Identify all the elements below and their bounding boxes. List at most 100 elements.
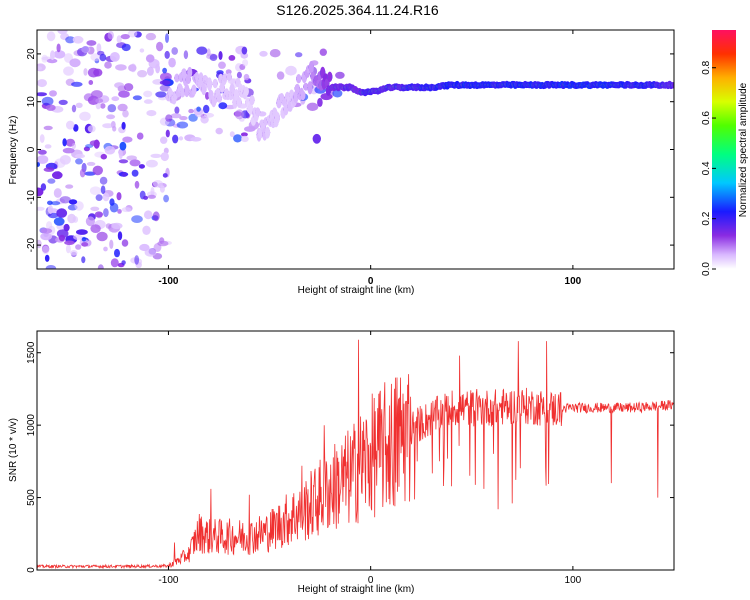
noise-blob [240, 132, 248, 137]
noise-blob [159, 80, 171, 86]
noise-blob [111, 222, 123, 230]
noise-blob [53, 217, 65, 226]
noise-blob [164, 50, 170, 59]
ridge-mark [243, 86, 249, 97]
noise-blob [119, 141, 127, 151]
noise-blob [152, 180, 163, 188]
noise-blob [139, 243, 150, 252]
noise-blob [122, 109, 129, 118]
noise-blob [168, 57, 176, 68]
noise-blob [58, 99, 68, 105]
noise-blob [259, 50, 268, 57]
ridge-mark [307, 81, 313, 95]
noise-blob [75, 158, 83, 165]
noise-blob [121, 239, 129, 247]
noise-blob [335, 71, 345, 79]
noise-blob [120, 34, 130, 40]
noise-blob [138, 164, 145, 169]
noise-blob [127, 30, 138, 38]
noise-blob [102, 123, 114, 129]
noise-blob [56, 208, 68, 218]
noise-blob [45, 265, 57, 269]
noise-blob [159, 185, 165, 193]
noise-blob [104, 61, 112, 69]
noise-blob [118, 149, 123, 160]
noise-blob [241, 46, 248, 55]
y-tick-label: 0 [26, 567, 37, 573]
noise-blob [312, 133, 321, 144]
noise-blob [218, 61, 226, 69]
noise-blob [236, 71, 242, 79]
noise-blob [156, 41, 164, 52]
noise-blob [68, 199, 78, 205]
noise-blob [244, 126, 256, 132]
noise-blob [228, 55, 236, 61]
ridge-mark [300, 90, 306, 101]
noise-blob [43, 167, 55, 172]
noise-blob [42, 245, 50, 255]
noise-blob [115, 64, 127, 71]
page-title: S126.2025.364.11.24.R16 [276, 2, 439, 18]
noise-blob [150, 153, 162, 158]
noise-blob [57, 30, 68, 35]
noise-blob [134, 255, 140, 265]
noise-blob [87, 125, 96, 133]
noise-blob [183, 50, 189, 60]
noise-blob [40, 183, 47, 191]
ridge-mark [206, 77, 213, 91]
noise-blob [203, 112, 215, 118]
noise-blob [44, 144, 52, 149]
noise-blob [107, 104, 117, 113]
noise-blob [147, 194, 156, 199]
noise-blob [117, 209, 122, 214]
noise-blob [65, 244, 71, 254]
noise-blob [95, 98, 104, 104]
noise-blob [170, 113, 182, 119]
noise-blob [143, 210, 153, 220]
noise-blob [62, 138, 67, 147]
noise-blob [205, 92, 210, 100]
noise-blob [74, 201, 84, 211]
noise-blob [50, 50, 55, 61]
ridge-mark [327, 71, 333, 83]
noise-blob [165, 33, 169, 43]
ridge-mark [247, 102, 254, 115]
noise-blob [89, 186, 102, 195]
noise-blob [317, 97, 323, 107]
spectrogram-marks [37, 30, 674, 269]
x-tick-label: 0 [368, 276, 374, 287]
noise-blob [171, 47, 178, 55]
noise-blob [146, 66, 154, 76]
noise-blob [71, 142, 76, 150]
noise-blob [83, 68, 88, 76]
noise-blob [64, 240, 75, 246]
noise-blob [76, 229, 88, 235]
noise-blob [139, 48, 145, 53]
noise-blob [73, 234, 83, 240]
noise-blob [116, 35, 122, 44]
noise-blob [319, 48, 327, 56]
x-tick-label: -100 [158, 575, 178, 586]
ridge-mark [249, 95, 255, 106]
noise-blob [172, 134, 179, 144]
ridge-mark [294, 83, 300, 94]
noise-blob [215, 127, 223, 135]
noise-blob [143, 99, 153, 104]
noise-blob [37, 92, 47, 97]
noise-blob [93, 68, 103, 77]
noise-blob [59, 196, 71, 204]
noise-blob [75, 102, 83, 109]
noise-blob [100, 153, 108, 160]
noise-blob [155, 63, 161, 74]
noise-blob [73, 124, 79, 132]
x-tick-label: -100 [158, 276, 178, 287]
noise-blob [111, 96, 120, 102]
ridge-mark [308, 60, 314, 74]
colorbar-label: Normalized spectral amplitude [738, 82, 749, 217]
noise-blob [79, 111, 91, 122]
noise-blob [50, 201, 61, 206]
noise-blob [114, 248, 120, 258]
ridge-mark [216, 94, 222, 103]
noise-blob [178, 136, 184, 141]
